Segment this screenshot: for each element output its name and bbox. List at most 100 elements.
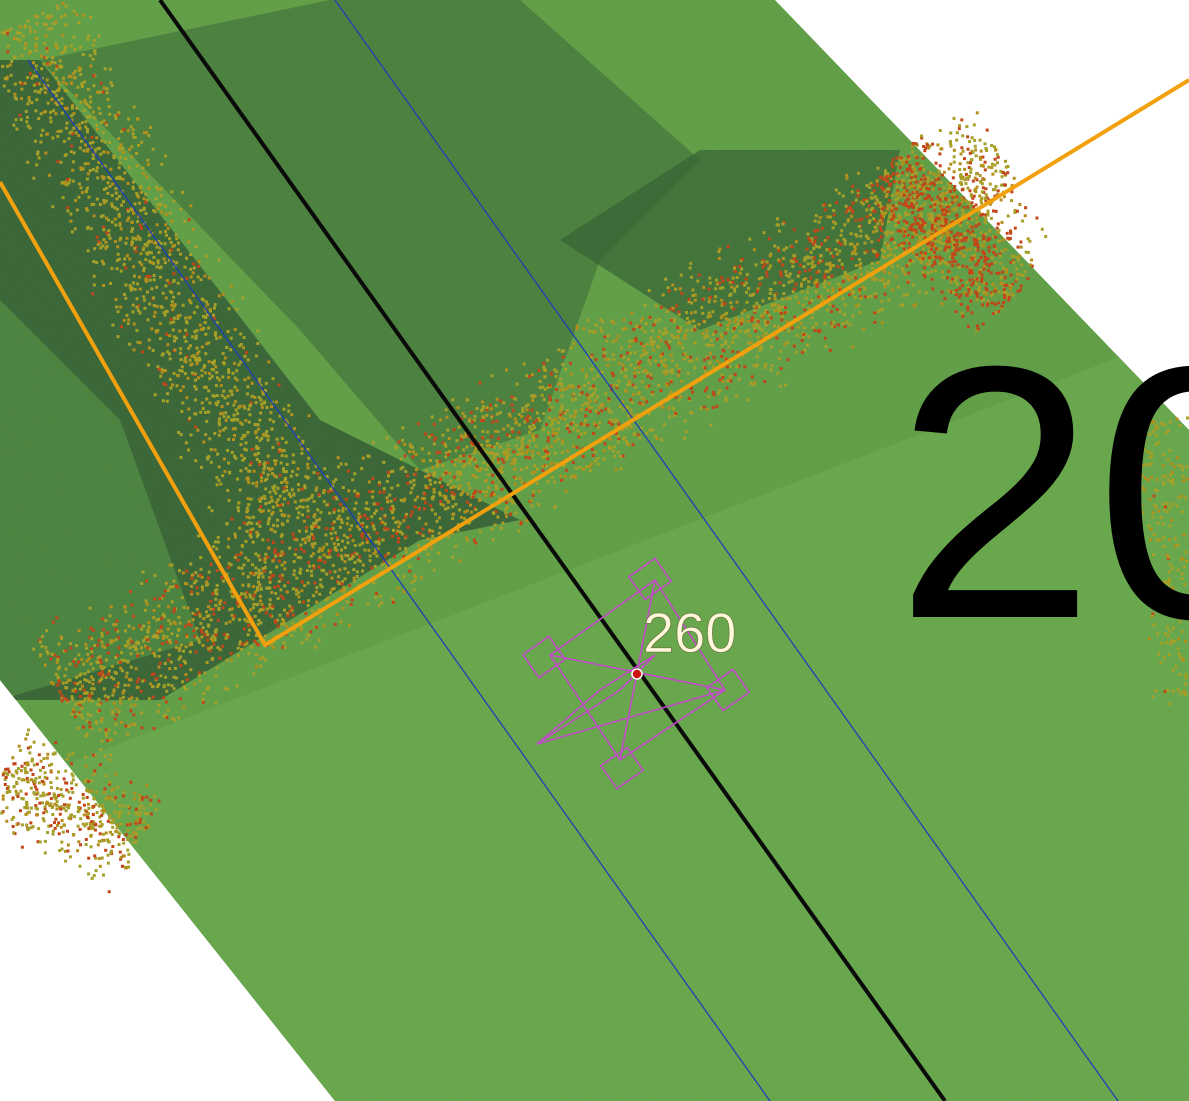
vegetation-point xyxy=(548,408,551,412)
vegetation-point xyxy=(903,249,907,253)
vegetation-point xyxy=(873,320,877,324)
vegetation-point xyxy=(292,536,296,540)
vegetation-point xyxy=(258,377,262,381)
vegetation-point xyxy=(812,256,816,260)
vegetation-point xyxy=(346,571,350,575)
vegetation-point xyxy=(492,445,496,449)
vegetation-point xyxy=(412,483,416,487)
vegetation-point xyxy=(748,293,752,297)
vegetation-point xyxy=(629,425,633,429)
vegetation-point xyxy=(829,267,832,271)
vegetation-point xyxy=(34,45,38,49)
vegetation-point xyxy=(98,709,102,712)
vegetation-point xyxy=(292,493,296,497)
vegetation-point xyxy=(226,565,230,569)
vegetation-point xyxy=(415,531,419,534)
vegetation-point xyxy=(880,321,884,325)
vegetation-point xyxy=(255,530,259,534)
vegetation-point xyxy=(945,205,949,208)
vegetation-point xyxy=(474,460,478,464)
vegetation-point xyxy=(403,443,407,446)
vegetation-point xyxy=(900,179,904,183)
vegetation-point xyxy=(37,156,41,160)
vegetation-point xyxy=(204,316,208,319)
vegetation-point xyxy=(291,453,295,457)
vegetation-point xyxy=(740,317,744,321)
vegetation-point xyxy=(150,261,154,265)
vegetation-point xyxy=(176,248,180,252)
vegetation-point xyxy=(116,654,119,658)
vegetation-point xyxy=(98,703,102,707)
vegetation-point xyxy=(693,298,697,302)
vegetation-point xyxy=(87,669,91,673)
vegetation-point xyxy=(598,421,602,425)
vegetation-point xyxy=(302,550,306,554)
vegetation-point xyxy=(566,409,569,412)
vegetation-point xyxy=(32,176,36,180)
vegetation-point xyxy=(86,226,89,230)
vegetation-point xyxy=(68,662,72,666)
vegetation-point xyxy=(890,194,894,197)
vegetation-point xyxy=(392,555,396,559)
vegetation-point xyxy=(317,565,321,569)
vegetation-point xyxy=(538,386,542,390)
vegetation-point xyxy=(178,646,182,650)
vegetation-point xyxy=(116,113,120,117)
vegetation-point xyxy=(136,220,140,224)
vegetation-point xyxy=(121,695,125,699)
vegetation-point xyxy=(38,90,42,94)
vegetation-point xyxy=(514,420,518,424)
vegetation-point xyxy=(156,259,160,263)
vegetation-point xyxy=(165,635,169,639)
vegetation-point xyxy=(734,325,738,328)
vegetation-point xyxy=(268,490,272,494)
vegetation-point xyxy=(260,571,264,575)
vegetation-point xyxy=(72,35,76,39)
vegetation-point xyxy=(372,527,376,531)
vegetation-point xyxy=(671,359,675,363)
vegetation-point xyxy=(996,161,999,165)
vegetation-point xyxy=(726,379,730,383)
vegetation-point xyxy=(876,310,880,314)
vegetation-point xyxy=(71,104,74,108)
vegetation-point xyxy=(6,64,9,68)
vegetation-point xyxy=(133,703,137,707)
vegetation-point xyxy=(18,25,22,29)
vegetation-point xyxy=(51,682,55,686)
vegetation-point xyxy=(324,527,328,531)
vegetation-point xyxy=(151,685,155,689)
vegetation-point xyxy=(238,642,242,646)
vegetation-point xyxy=(114,240,117,243)
vegetation-point xyxy=(127,683,131,687)
vegetation-point xyxy=(815,244,818,248)
vegetation-point xyxy=(204,371,207,375)
vegetation-point xyxy=(313,541,317,545)
vegetation-point xyxy=(329,487,333,491)
vegetation-point xyxy=(571,420,575,424)
vegetation-point xyxy=(627,379,631,383)
vegetation-point xyxy=(778,281,782,285)
vegetation-point xyxy=(668,346,672,350)
vegetation-point xyxy=(118,221,122,225)
vegetation-point xyxy=(195,362,199,366)
vegetation-point xyxy=(626,405,630,409)
vegetation-point xyxy=(286,614,290,618)
vegetation-point xyxy=(198,358,202,362)
vegetation-point xyxy=(306,509,310,513)
vegetation-point xyxy=(49,116,53,120)
vegetation-point xyxy=(90,655,94,658)
vegetation-point xyxy=(227,307,231,311)
vegetation-point xyxy=(730,285,734,289)
vegetation-point xyxy=(436,462,440,466)
vegetation-point xyxy=(258,524,262,528)
vegetation-point xyxy=(280,513,284,517)
vegetation-point xyxy=(165,640,169,644)
vegetation-point xyxy=(796,333,800,337)
vegetation-point xyxy=(641,370,645,374)
vegetation-point xyxy=(928,229,932,233)
vegetation-point xyxy=(204,629,208,633)
vegetation-point xyxy=(338,525,342,529)
vegetation-point xyxy=(859,295,863,299)
vegetation-point xyxy=(204,352,208,356)
